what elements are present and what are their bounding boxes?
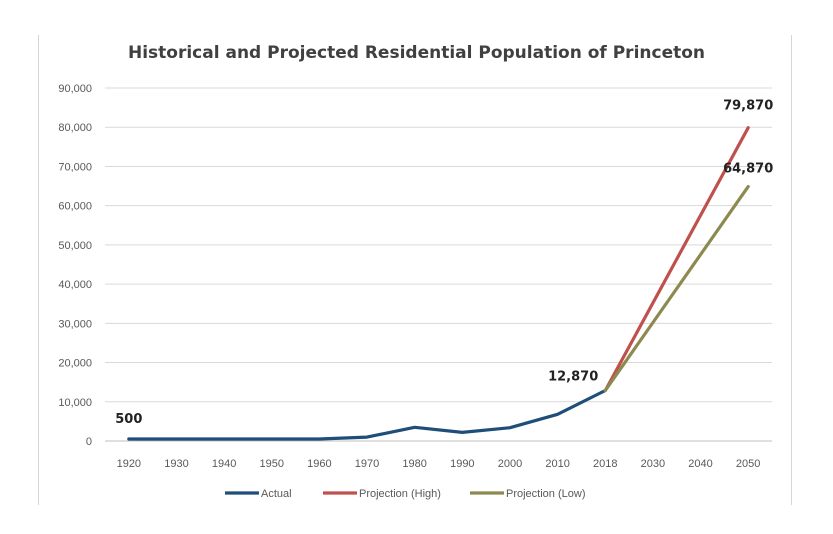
- x-tick-label: 2030: [641, 458, 665, 470]
- data-labels: 500 12,870 79,870 64,870: [115, 99, 773, 427]
- legend: Actual Projection (High) Projection (Low): [225, 488, 585, 500]
- data-label: 64,870: [723, 162, 773, 177]
- data-label: 79,870: [723, 99, 773, 114]
- x-tick-label: 2050: [736, 458, 760, 470]
- series-line-actual: [127, 388, 607, 441]
- chart-title: Historical and Projected Residential Pop…: [127, 43, 706, 63]
- x-tick-label: 2010: [545, 458, 569, 470]
- legend-label: Actual: [261, 488, 292, 500]
- y-tick-label: 10,000: [58, 397, 92, 409]
- series-lines: [127, 126, 750, 441]
- y-tick-label: 80,000: [58, 122, 92, 134]
- x-tick-label: 1920: [117, 458, 141, 470]
- x-tick-label: 1950: [260, 458, 284, 470]
- data-label: 12,870: [548, 370, 598, 385]
- x-tick-label: 2040: [688, 458, 712, 470]
- chart-frame-right: [791, 35, 792, 505]
- series-line-projection-high: [603, 126, 750, 393]
- data-label: 500: [115, 412, 142, 427]
- chart-frame-left: [38, 35, 39, 505]
- x-tick-label: 1960: [307, 458, 331, 470]
- y-axis: 0 10,000 20,000 30,000 40,000 50,000 60,000 70,…: [58, 83, 92, 448]
- gridlines: [105, 87, 772, 442]
- y-tick-label: 70,000: [58, 161, 92, 173]
- x-tick-label: 1940: [212, 458, 236, 470]
- x-tick-label: 1980: [402, 458, 426, 470]
- x-tick-label: 1990: [450, 458, 474, 470]
- x-tick-label: 1930: [164, 458, 188, 470]
- x-tick-label: 1970: [355, 458, 379, 470]
- series-line-projection-low: [603, 185, 750, 393]
- x-axis: 1920 1930 1940 1950 1960 1970 1980 1990 2000 2010…: [117, 458, 761, 470]
- y-tick-label: 90,000: [58, 83, 92, 95]
- x-tick-label: 2000: [498, 458, 522, 470]
- y-tick-label: 40,000: [58, 279, 92, 291]
- legend-label: Projection (High): [359, 488, 441, 500]
- y-tick-label: 60,000: [58, 201, 92, 213]
- y-tick-label: 50,000: [58, 240, 92, 252]
- y-tick-label: 0: [86, 436, 92, 448]
- y-tick-label: 20,000: [58, 358, 92, 370]
- y-tick-label: 30,000: [58, 318, 92, 330]
- x-tick-label: 2018: [593, 458, 617, 470]
- legend-label: Projection (Low): [506, 488, 585, 500]
